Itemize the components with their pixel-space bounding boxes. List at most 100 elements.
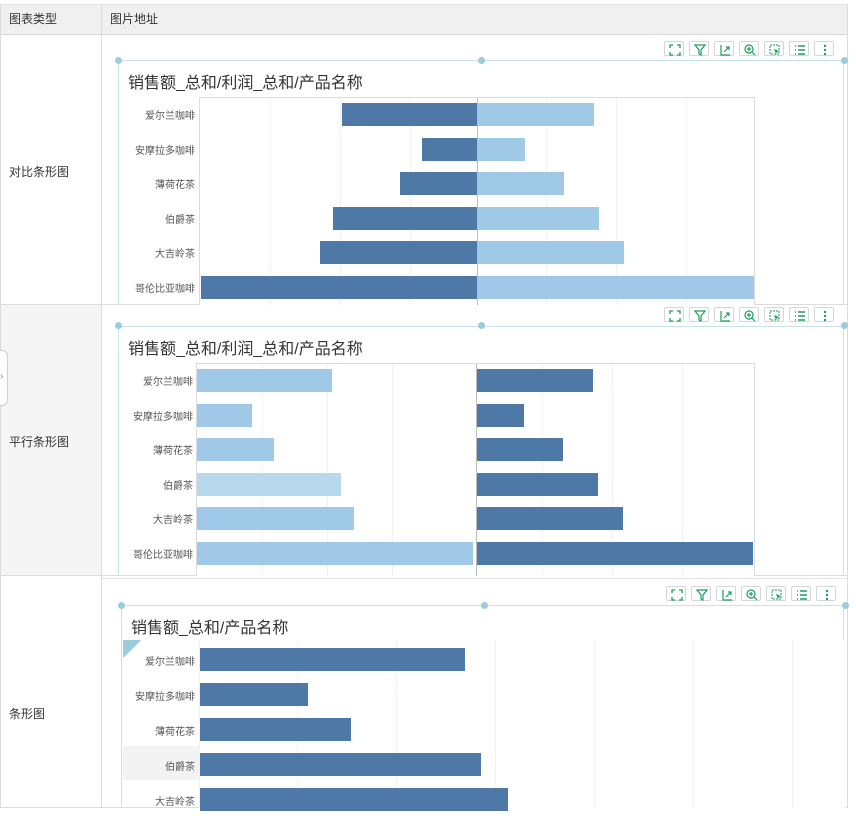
export-button[interactable] (714, 307, 734, 322)
bar-series[interactable] (200, 753, 481, 776)
fullscreen-button[interactable] (666, 586, 686, 601)
category-label: 薄荷花茶 (153, 446, 193, 458)
resize-handle[interactable] (115, 322, 122, 329)
export-icon (722, 590, 732, 601)
select-button[interactable] (764, 41, 784, 56)
filter-button[interactable] (691, 586, 711, 601)
resize-handle[interactable] (115, 57, 122, 64)
resize-handle[interactable] (478, 57, 485, 64)
more-button[interactable] (814, 41, 834, 56)
bar-series[interactable] (200, 788, 508, 811)
bar-series-right[interactable] (478, 241, 625, 265)
bar-series[interactable] (200, 718, 352, 741)
resize-handle[interactable] (842, 602, 849, 609)
category-label: 大吉岭茶 (155, 797, 195, 808)
list-button[interactable] (789, 307, 809, 322)
export-icon (720, 45, 730, 56)
bar-series-left[interactable] (197, 438, 275, 462)
plot-area (199, 97, 755, 305)
export-button[interactable] (716, 586, 736, 601)
row-highlight (1, 305, 101, 575)
grid-line (340, 98, 341, 305)
fullscreen-button[interactable] (664, 307, 684, 322)
resize-handle[interactable] (478, 322, 485, 329)
bar-series-left[interactable] (341, 103, 477, 126)
row-label-parallel-bar: 平行条形图 (9, 435, 70, 449)
category-label: 哥伦比亚咖啡 (133, 550, 193, 561)
bar-series-left[interactable] (319, 241, 477, 265)
bar-series-right[interactable] (478, 103, 594, 126)
sidebar-collapse-button[interactable]: › (0, 350, 8, 406)
bar-series-left[interactable] (197, 507, 355, 531)
grid-line (616, 98, 617, 305)
chart-title: 销售额_总和/利润_总和/产品名称 (128, 341, 363, 358)
bar-series-right[interactable] (477, 472, 599, 496)
bar-series-left[interactable] (201, 276, 477, 299)
resize-handle[interactable] (118, 602, 125, 609)
more-icon (825, 589, 829, 601)
bar-series-left[interactable] (421, 137, 477, 161)
resize-handle[interactable] (841, 57, 848, 64)
category-label: 爱尔兰咖啡 (145, 111, 195, 122)
bar-series-left[interactable] (197, 472, 341, 496)
header-chart-type: 图表类型 (9, 12, 58, 26)
grid-line (495, 640, 496, 808)
fullscreen-button[interactable] (664, 41, 684, 56)
filter-button[interactable] (689, 307, 709, 322)
bar-series-right[interactable] (477, 369, 593, 392)
list-button[interactable] (789, 41, 809, 56)
chevron-right-icon: › (0, 371, 4, 382)
bar-series-left[interactable] (333, 206, 477, 230)
bar-series-right[interactable] (477, 542, 753, 565)
grid-line (594, 640, 595, 808)
category-label: 大吉岭茶 (155, 249, 195, 261)
table-header: 图表类型 图片地址 (0, 4, 848, 35)
select-button[interactable] (764, 307, 784, 322)
plot-area (199, 640, 845, 811)
bar-series-right[interactable] (477, 438, 563, 462)
chart-card-contrast[interactable]: 销售额_总和/利润_总和/产品名称 爱尔兰咖啡 安摩拉多咖啡 薄荷花茶 伯爵茶 大吉岭茶… (118, 60, 844, 305)
zoom-in-button[interactable] (739, 41, 759, 56)
more-button[interactable] (814, 307, 834, 322)
select-button[interactable] (766, 586, 786, 601)
axis-center-line (477, 98, 478, 305)
more-button[interactable] (816, 586, 836, 601)
zoom-in-button[interactable] (739, 307, 759, 322)
zoom-in-icon (746, 589, 758, 601)
more-icon (823, 310, 827, 322)
bar-series-right[interactable] (477, 507, 624, 531)
bar-series-left[interactable] (399, 172, 477, 196)
bar-series-right[interactable] (478, 172, 564, 196)
category-label: 薄荷花茶 (155, 727, 195, 738)
bar-series-left[interactable] (197, 369, 333, 392)
bar-series-right[interactable] (477, 403, 524, 427)
cell-top-border (101, 578, 847, 579)
zoom-in-button[interactable] (741, 586, 761, 601)
grid-line (270, 98, 271, 305)
grid-line (396, 640, 397, 808)
bar-series-right[interactable] (478, 206, 600, 230)
list-icon (795, 311, 805, 321)
list-icon (797, 590, 807, 600)
chart-card-bar[interactable]: 销售额_总和/产品名称 爱尔兰咖啡 安摩拉多咖啡 薄荷花茶 伯爵茶 大吉岭茶 (121, 605, 845, 811)
resize-handle[interactable] (841, 322, 848, 329)
row-label-contrast-bar: 对比条形图 (9, 165, 70, 179)
grid-line (199, 640, 200, 808)
chart-card-parallel[interactable]: 销售额_总和/利润_总和/产品名称 爱尔兰咖啡 安摩拉多咖啡 薄荷花茶 伯爵茶 大吉岭茶… (118, 326, 844, 576)
bar-series[interactable] (200, 648, 465, 671)
export-button[interactable] (714, 41, 734, 56)
bar-series[interactable] (200, 683, 308, 706)
bar-series-right[interactable] (478, 276, 754, 299)
grid-line (410, 98, 411, 305)
list-button[interactable] (791, 586, 811, 601)
grid-line (392, 364, 393, 576)
bar-series-left[interactable] (197, 403, 253, 427)
fullscreen-icon (669, 44, 681, 56)
filter-button[interactable] (689, 41, 709, 56)
chart-title: 销售额_总和/产品名称 (131, 620, 289, 637)
filter-icon (696, 589, 708, 601)
resize-handle[interactable] (481, 602, 488, 609)
bar-series-right[interactable] (478, 137, 525, 161)
chart-title: 销售额_总和/利润_总和/产品名称 (128, 75, 363, 92)
bar-series-left[interactable] (197, 542, 473, 565)
